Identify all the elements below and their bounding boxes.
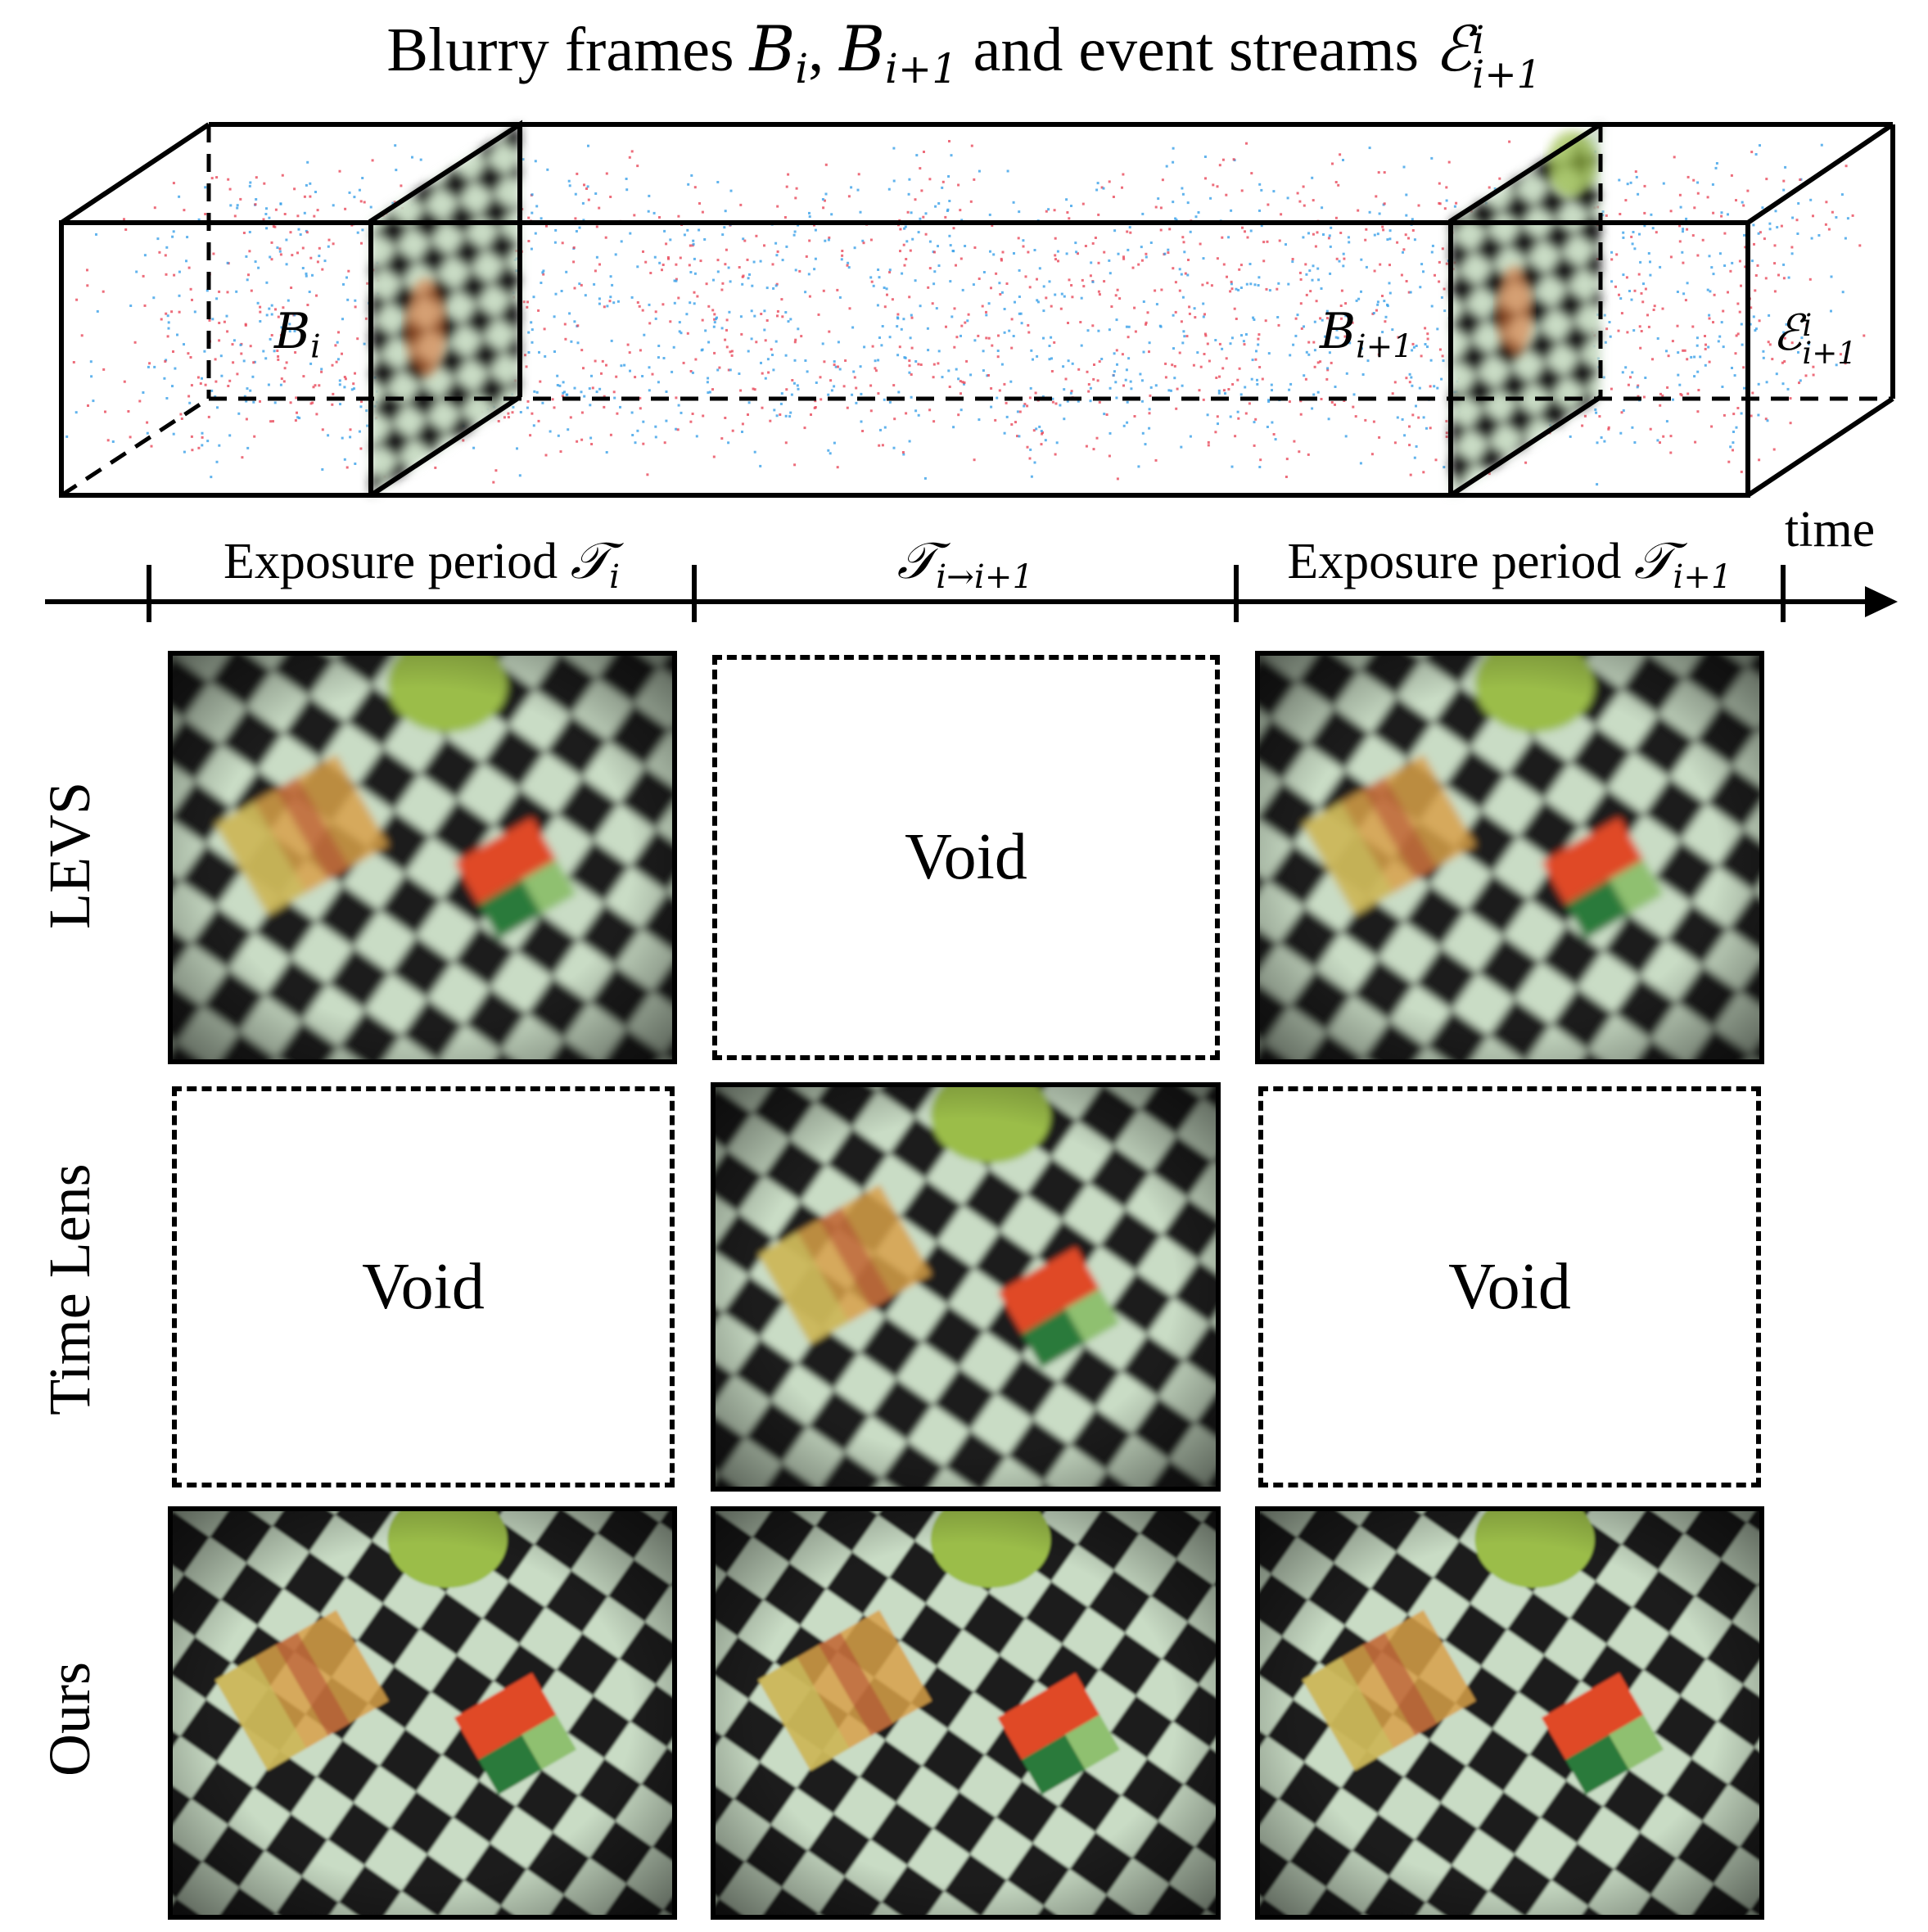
figure-title: Blurry frames Bi, Bi+1 and event streams… bbox=[386, 12, 1542, 98]
period-label-exposure-i: Exposure period 𝒯i bbox=[224, 530, 620, 597]
period-label-exposure-i1: Exposure period 𝒯i+1 bbox=[1287, 530, 1732, 597]
time-axis-arrowhead bbox=[1865, 586, 1898, 617]
result-image-ours-exposure-i1 bbox=[1255, 1506, 1764, 1920]
blurry-frame-i bbox=[371, 124, 520, 495]
void-cell-time-lens-exposure-i: Void bbox=[172, 1086, 675, 1487]
void-cell-levs-transition: Void bbox=[712, 655, 1220, 1060]
event-volume-diagram bbox=[45, 120, 1898, 622]
frame-i1-label: Bi+1 bbox=[1320, 303, 1414, 366]
time-axis bbox=[45, 565, 1871, 622]
row-label-ours: Ours bbox=[37, 1662, 102, 1776]
result-image-levs-exposure-i1 bbox=[1255, 651, 1764, 1064]
row-label-levs: LEVS bbox=[37, 782, 102, 929]
result-image-levs-exposure-i bbox=[168, 651, 677, 1064]
result-image-time-lens-transition bbox=[711, 1082, 1221, 1492]
volume-hidden-edges bbox=[60, 124, 1893, 498]
row-label-time-lens: Time Lens bbox=[37, 1163, 102, 1415]
time-label: time bbox=[1785, 502, 1876, 557]
result-image-ours-transition bbox=[711, 1506, 1221, 1920]
frame-i-label: Bi bbox=[274, 303, 321, 366]
volume-wireframe bbox=[59, 120, 1895, 498]
result-image-ours-exposure-i bbox=[168, 1506, 677, 1920]
period-label-transition: 𝒯i→i+1 bbox=[896, 530, 1034, 597]
void-cell-time-lens-exposure-i1: Void bbox=[1258, 1086, 1761, 1487]
blurry-frame-i1 bbox=[1451, 124, 1601, 495]
